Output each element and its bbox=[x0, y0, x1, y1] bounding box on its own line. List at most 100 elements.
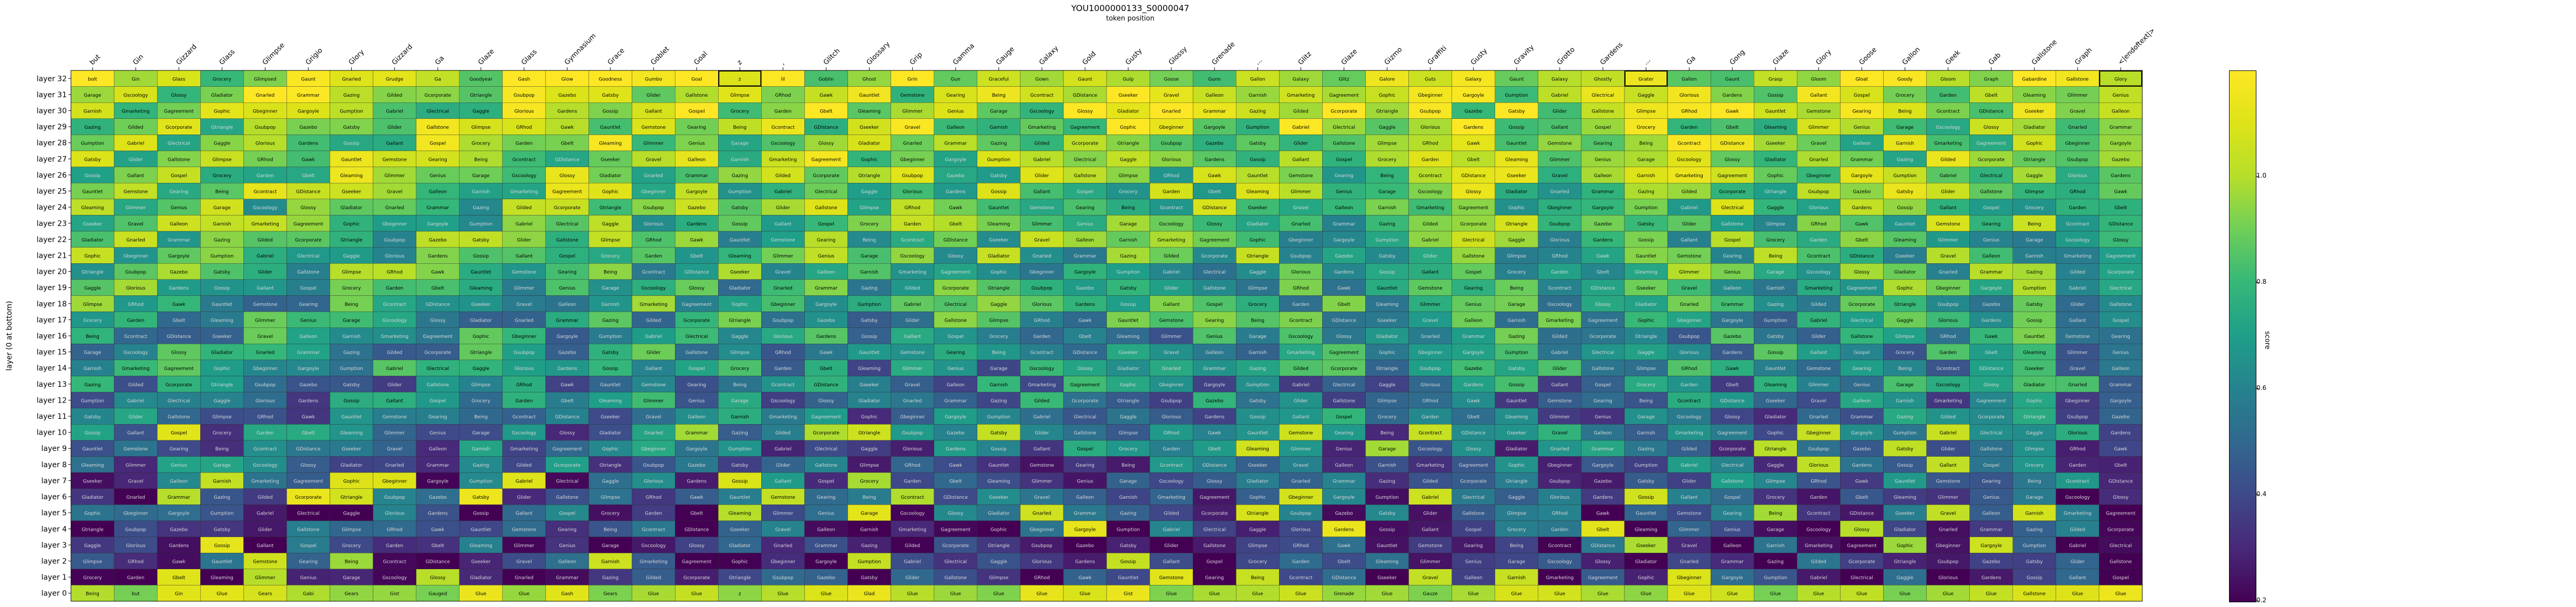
cell-label: Gallant bbox=[1681, 495, 1698, 500]
cell-label: Gatsby bbox=[2026, 302, 2043, 307]
cell-label: Gospel bbox=[689, 109, 705, 115]
cell-label: Gabriel bbox=[1163, 270, 1180, 275]
cell-label: Gearing bbox=[817, 238, 836, 243]
cell-label: Gravel bbox=[1940, 254, 1956, 259]
heatmap-cell bbox=[1020, 279, 1064, 296]
cell-label: Glider bbox=[647, 93, 661, 98]
heatmap-cell bbox=[804, 70, 848, 87]
heatmap-cell bbox=[1106, 231, 1150, 248]
x-tick-label: Grotto bbox=[1556, 46, 1577, 67]
cell-label: Gilded bbox=[1164, 511, 1179, 517]
cell-label: Gilded bbox=[646, 318, 661, 323]
heatmap-cell bbox=[1020, 167, 1064, 183]
heatmap-cell bbox=[373, 150, 416, 167]
cell-label: Gravel bbox=[2070, 366, 2086, 372]
cell-label: Grammar bbox=[1591, 447, 1614, 452]
cell-label: Gladiator bbox=[1506, 447, 1528, 452]
cell-label: Grocery bbox=[1766, 495, 1785, 500]
cell-label: Gatsby bbox=[2026, 559, 2043, 564]
cell-label: Being bbox=[86, 334, 99, 339]
cell-label: Gatsby bbox=[1638, 479, 1654, 484]
cell-label: but bbox=[132, 592, 140, 597]
cell-label: Galleon bbox=[688, 157, 706, 162]
cell-label: Gilded bbox=[387, 351, 402, 356]
cell-label: Glectrical bbox=[297, 511, 320, 517]
cell-label: Glectrical bbox=[168, 398, 190, 404]
heatmap-cell bbox=[157, 102, 201, 119]
cell-label: Gazing bbox=[861, 543, 877, 549]
cell-label: Glorious bbox=[644, 222, 663, 227]
heatmap-cell bbox=[718, 263, 762, 280]
heatmap-cell bbox=[847, 279, 891, 296]
cell-label: Gemstone bbox=[1806, 109, 1831, 115]
cell-label: Glimpse bbox=[83, 302, 103, 307]
colorbar-tick: 0.6 bbox=[2256, 384, 2267, 392]
cell-label: Garden bbox=[515, 141, 533, 147]
heatmap-cell bbox=[2099, 118, 2143, 135]
heatmap-cell bbox=[200, 167, 244, 183]
cell-label: Glimpse bbox=[83, 559, 103, 564]
cell-label: Garnish bbox=[860, 527, 878, 532]
cell-label: GDistance bbox=[684, 270, 709, 275]
x-tick-label: Gauge bbox=[995, 45, 1016, 67]
heatmap-cell bbox=[804, 279, 848, 296]
cell-label: Garden bbox=[1551, 527, 1568, 532]
cell-label: Gazebo bbox=[1076, 286, 1094, 291]
cell-label: Gseeker bbox=[1248, 205, 1267, 211]
cell-label: Glue bbox=[1468, 592, 1479, 597]
cell-label: Garden bbox=[1681, 383, 1698, 388]
cell-label: Gazebo bbox=[1594, 222, 1612, 227]
heatmap-cell bbox=[1538, 263, 1582, 280]
cell-label: GRhod bbox=[1293, 286, 1309, 291]
cell-label: Gscoology bbox=[1936, 383, 1960, 388]
cell-label: Gabriel bbox=[774, 190, 791, 195]
cell-label: Gtriangle bbox=[1246, 254, 1269, 259]
cell-label: Garden bbox=[386, 543, 403, 549]
heatmap-cell bbox=[1279, 135, 1323, 151]
cell-label: Being bbox=[1898, 109, 1912, 115]
cell-label: Gscoology bbox=[512, 431, 537, 436]
cell-label: Gardens bbox=[2111, 431, 2131, 436]
cell-label: Gravel bbox=[516, 302, 532, 307]
cell-label: Gauntlet bbox=[1506, 398, 1527, 404]
cell-label: Garden bbox=[1551, 270, 1568, 275]
cell-label: Gsubpop bbox=[254, 383, 275, 388]
x-tick-label: Ga bbox=[1685, 54, 1697, 66]
cell-label: Gallant bbox=[127, 431, 145, 436]
cell-label: Gnarled bbox=[256, 351, 275, 356]
heatmap-cell bbox=[1192, 183, 1236, 200]
cell-label: Gravel bbox=[1681, 286, 1697, 291]
cell-label: Gallstone bbox=[1462, 511, 1485, 517]
cell-label: Gatsby bbox=[1638, 222, 1654, 227]
cell-label: Gardens bbox=[687, 222, 707, 227]
cell-label: Gazing bbox=[214, 238, 230, 243]
cell-label: Gbelt bbox=[302, 173, 315, 179]
cell-label: Gcontract bbox=[513, 415, 536, 420]
cell-label: Gabriel bbox=[2069, 543, 2086, 549]
cell-label: Gauntlet bbox=[2024, 334, 2045, 339]
cell-label: Gabriel bbox=[1681, 205, 1698, 211]
heatmap-cell bbox=[977, 215, 1021, 232]
cell-label: Gazebo bbox=[947, 431, 965, 436]
cell-label: Gallant bbox=[257, 543, 274, 549]
cell-label: Gospel bbox=[171, 173, 187, 179]
cell-label: Gallant bbox=[1034, 447, 1051, 452]
cell-label: Gazebo bbox=[2112, 157, 2130, 162]
cell-label: Gauntlet bbox=[1765, 109, 1786, 115]
cell-label: Grocery bbox=[1378, 415, 1397, 420]
cell-label: Glue bbox=[1986, 592, 1997, 597]
cell-label: Gleaming bbox=[1894, 238, 1916, 243]
cell-label: Gagreement bbox=[811, 415, 841, 420]
cell-label: Glue bbox=[1684, 592, 1695, 597]
cell-label: Gcontract bbox=[1289, 318, 1313, 323]
heatmap-cell bbox=[631, 118, 676, 135]
heatmap-cell bbox=[761, 150, 805, 167]
cell-label: Gcontract bbox=[1418, 173, 1442, 179]
heatmap-cell bbox=[502, 263, 546, 280]
cell-label: Gumption bbox=[728, 447, 751, 452]
cell-label: Gawk bbox=[1726, 109, 1740, 115]
cell-label: Glimpse bbox=[1637, 109, 1656, 115]
heatmap-cell bbox=[631, 183, 676, 200]
cell-label: Glossy bbox=[430, 575, 446, 581]
cell-label: Gbeginner bbox=[382, 222, 407, 227]
